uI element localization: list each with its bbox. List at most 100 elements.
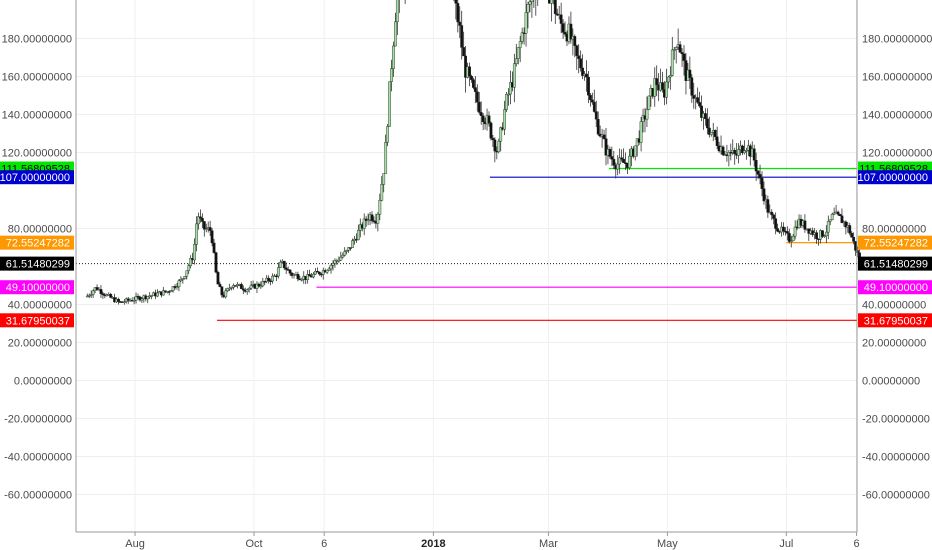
candle-body (187, 265, 191, 271)
candle-body (218, 283, 222, 288)
candle-body (388, 81, 391, 127)
time-scale[interactable]: Aug Oct 6 2018 Mar May Jul 6 (125, 532, 860, 550)
candle-body (392, 45, 395, 69)
candle-body (109, 293, 113, 298)
candle-body (300, 279, 304, 281)
candle-body (462, 47, 466, 57)
candle-body (193, 244, 196, 261)
candle-body (195, 223, 198, 245)
left-level-tag-bg (0, 170, 74, 185)
candle-body (259, 285, 263, 288)
candle-body (101, 293, 105, 295)
y-tick-label-left: -40.00000000 (4, 452, 72, 464)
candle-body (317, 271, 321, 275)
candle-body (277, 267, 280, 277)
right-level-tag-bg (858, 313, 932, 328)
candle-body (271, 275, 274, 282)
candle-body (278, 262, 282, 268)
candle-body (337, 259, 341, 262)
candle-body (832, 212, 836, 215)
horizontal-levels (76, 167, 857, 321)
right-last-price-tag-text: 61.51480299 (864, 259, 928, 271)
candle-body (692, 95, 696, 99)
candle-body (665, 81, 668, 98)
candle-body (509, 82, 512, 95)
x-tick-label: Mar (539, 538, 558, 550)
candle-body (592, 101, 596, 112)
candle-body (380, 184, 384, 201)
candle-body (608, 149, 612, 157)
candle-body (824, 231, 828, 237)
left-last-price-tag-bg (0, 256, 74, 271)
candle-body (325, 270, 329, 273)
candle-body (99, 289, 103, 294)
candle-body (472, 79, 475, 88)
left-price-scale[interactable]: 180.00000000 160.00000000 140.00000000 120.… (2, 34, 72, 502)
candle-body (639, 121, 643, 143)
candle-body (548, 0, 551, 4)
candle-body (655, 78, 659, 86)
candle-body (179, 279, 183, 282)
candle-body (386, 126, 389, 143)
candle-body (503, 109, 506, 130)
candle-body (345, 250, 349, 252)
candle-body (333, 260, 337, 264)
candle-body (468, 66, 471, 77)
candle-body (569, 23, 573, 40)
candle-body (721, 146, 725, 155)
y-tick-label-left: 140.00000000 (2, 110, 72, 122)
candle-body (327, 268, 331, 271)
candle-body (376, 214, 380, 224)
candle-body (454, 0, 458, 4)
candle-body (514, 58, 518, 64)
candle-body (715, 136, 719, 146)
left-level-tag-text: 72.55247282 (6, 238, 70, 250)
candle-body (150, 295, 154, 297)
candle-body (647, 95, 651, 110)
candle-body (267, 277, 271, 281)
candle-body (296, 274, 300, 280)
candle-body (175, 286, 179, 288)
candle-body (87, 295, 91, 297)
candle-body (89, 294, 93, 296)
candle-body (776, 228, 780, 232)
candle-body (189, 258, 193, 266)
candle-body (741, 145, 744, 154)
candle-body (581, 67, 585, 76)
left-level-tag-bg (0, 235, 74, 250)
candle-body (156, 292, 159, 297)
right-price-scale[interactable]: 180.00000000 160.00000000 140.00000000 120.… (862, 34, 932, 502)
candle-body (762, 188, 766, 202)
candle-body (838, 214, 842, 217)
candle-body (185, 270, 189, 277)
candle-body (198, 216, 202, 219)
candle-body (653, 78, 657, 97)
candle-body (341, 255, 345, 258)
candle-body (590, 99, 594, 103)
candle-body (745, 150, 748, 152)
candle-body (758, 174, 762, 179)
candle-body (241, 288, 245, 291)
candle-body (390, 68, 393, 82)
candle-body (803, 220, 807, 230)
left-level-tag-text: 31.67950037 (6, 315, 70, 327)
candle-body (752, 148, 756, 161)
candle-body (263, 281, 267, 283)
candle-body (214, 252, 218, 273)
candle-body (257, 283, 261, 287)
candle-body (247, 288, 251, 290)
y-tick-label-right: -20.00000000 (862, 414, 930, 426)
candle-body (117, 298, 120, 302)
candle-body (204, 228, 208, 230)
candle-body (850, 232, 854, 238)
candle-body (604, 138, 608, 156)
candle-body (520, 32, 524, 42)
candle-body (772, 214, 776, 219)
candle-body (456, 3, 460, 23)
candle-body (680, 52, 684, 55)
y-tick-label-left: 20.00000000 (8, 338, 72, 350)
candle-body (197, 216, 200, 225)
candle-body (628, 155, 631, 168)
